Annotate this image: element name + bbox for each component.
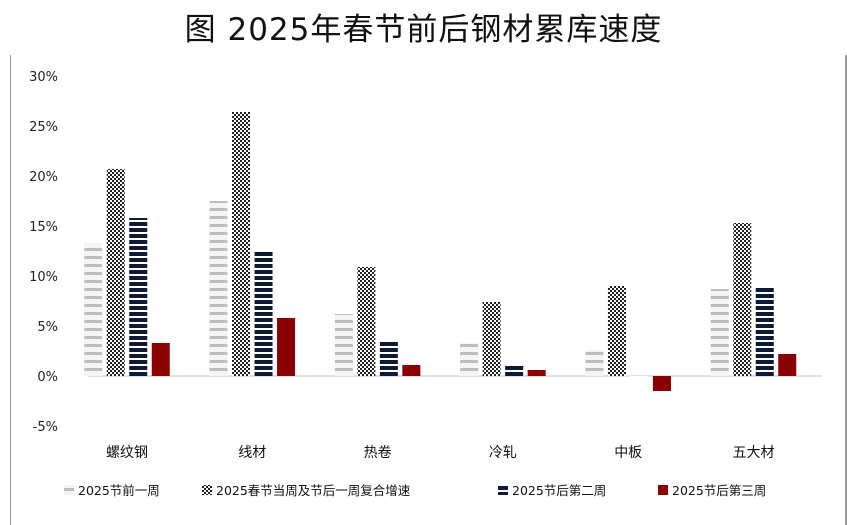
bar-2-0 [334, 314, 353, 376]
y-tick-label: 0% [37, 370, 58, 385]
legend-label: 2025春节当周及节后一周复合增速 [216, 483, 411, 498]
bar-3-3 [527, 370, 546, 376]
x-tick-label: 螺纹钢 [106, 445, 148, 461]
bar-4-3 [652, 376, 671, 391]
y-tick-label: 25% [29, 120, 58, 135]
chart-title: 图 2025年春节前后钢材累库速度 [184, 12, 663, 48]
bar-4-1 [607, 286, 626, 376]
bar-5-3 [778, 354, 797, 376]
bar-0-3 [151, 343, 170, 376]
y-tick-label: 10% [29, 270, 58, 285]
x-tick-label: 热卷 [364, 445, 392, 461]
bar-2-1 [357, 267, 376, 376]
bar-5-1 [733, 223, 752, 376]
bar-2-3 [402, 365, 421, 376]
legend-swatch-2 [498, 485, 508, 495]
bar-1-2 [254, 250, 273, 376]
bar-3-1 [482, 302, 501, 376]
legend-swatch-0 [64, 485, 74, 495]
bar-4-2 [630, 376, 649, 378]
bar-1-3 [277, 318, 296, 376]
chart-frame [10, 55, 847, 525]
bar-3-0 [460, 343, 479, 376]
legend-label: 2025节后第二周 [512, 483, 606, 498]
x-tick-label: 中板 [614, 445, 642, 461]
bar-0-1 [106, 169, 125, 376]
bar-2-2 [379, 340, 398, 376]
x-tick-label: 冷轧 [489, 445, 517, 461]
y-tick-label: 30% [29, 70, 58, 85]
legend-label: 2025节前一周 [78, 483, 160, 498]
y-tick-label: 20% [29, 170, 58, 185]
bar-3-2 [505, 366, 524, 376]
y-tick-label: -5% [33, 420, 58, 435]
x-tick-label: 线材 [238, 445, 266, 461]
y-tick-label: 5% [37, 320, 58, 335]
legend-swatch-3 [658, 485, 668, 495]
bar-1-1 [232, 112, 251, 376]
bar-1-0 [209, 201, 228, 376]
x-tick-label: 五大材 [733, 445, 775, 461]
bar-5-2 [755, 286, 774, 376]
legend-swatch-1 [202, 485, 212, 495]
bar-0-2 [129, 218, 148, 376]
legend-label: 2025节后第三周 [672, 483, 766, 498]
y-tick-label: 15% [29, 220, 58, 235]
bar-5-0 [710, 289, 729, 376]
bar-0-0 [84, 243, 103, 376]
bar-4-0 [585, 350, 604, 376]
